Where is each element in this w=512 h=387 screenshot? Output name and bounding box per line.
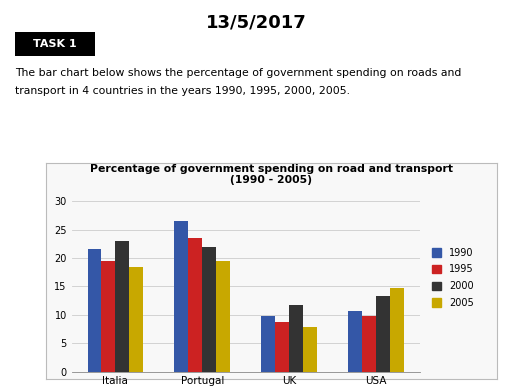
Text: Percentage of government spending on road and transport: Percentage of government spending on roa… xyxy=(90,164,453,175)
Bar xyxy=(362,316,376,372)
Bar xyxy=(88,250,101,372)
Text: 13/5/2017: 13/5/2017 xyxy=(206,14,306,32)
Bar xyxy=(216,261,230,372)
Bar xyxy=(262,316,275,372)
Text: TASK 1: TASK 1 xyxy=(33,39,77,49)
Bar xyxy=(188,238,202,372)
Bar xyxy=(202,247,216,372)
Bar xyxy=(115,241,129,372)
Bar xyxy=(390,288,404,372)
Bar xyxy=(101,261,115,372)
Bar xyxy=(175,221,188,372)
Text: (1990 - 2005): (1990 - 2005) xyxy=(230,175,312,185)
Bar xyxy=(376,296,390,372)
Text: The bar chart below shows the percentage of government spending on roads and: The bar chart below shows the percentage… xyxy=(15,68,462,78)
Bar xyxy=(289,305,303,372)
Text: transport in 4 countries in the years 1990, 1995, 2000, 2005.: transport in 4 countries in the years 19… xyxy=(15,86,350,96)
Legend: 1990, 1995, 2000, 2005: 1990, 1995, 2000, 2005 xyxy=(432,248,474,308)
Bar xyxy=(303,327,317,372)
Bar xyxy=(129,267,143,372)
Bar xyxy=(348,311,362,372)
Bar xyxy=(275,322,289,372)
